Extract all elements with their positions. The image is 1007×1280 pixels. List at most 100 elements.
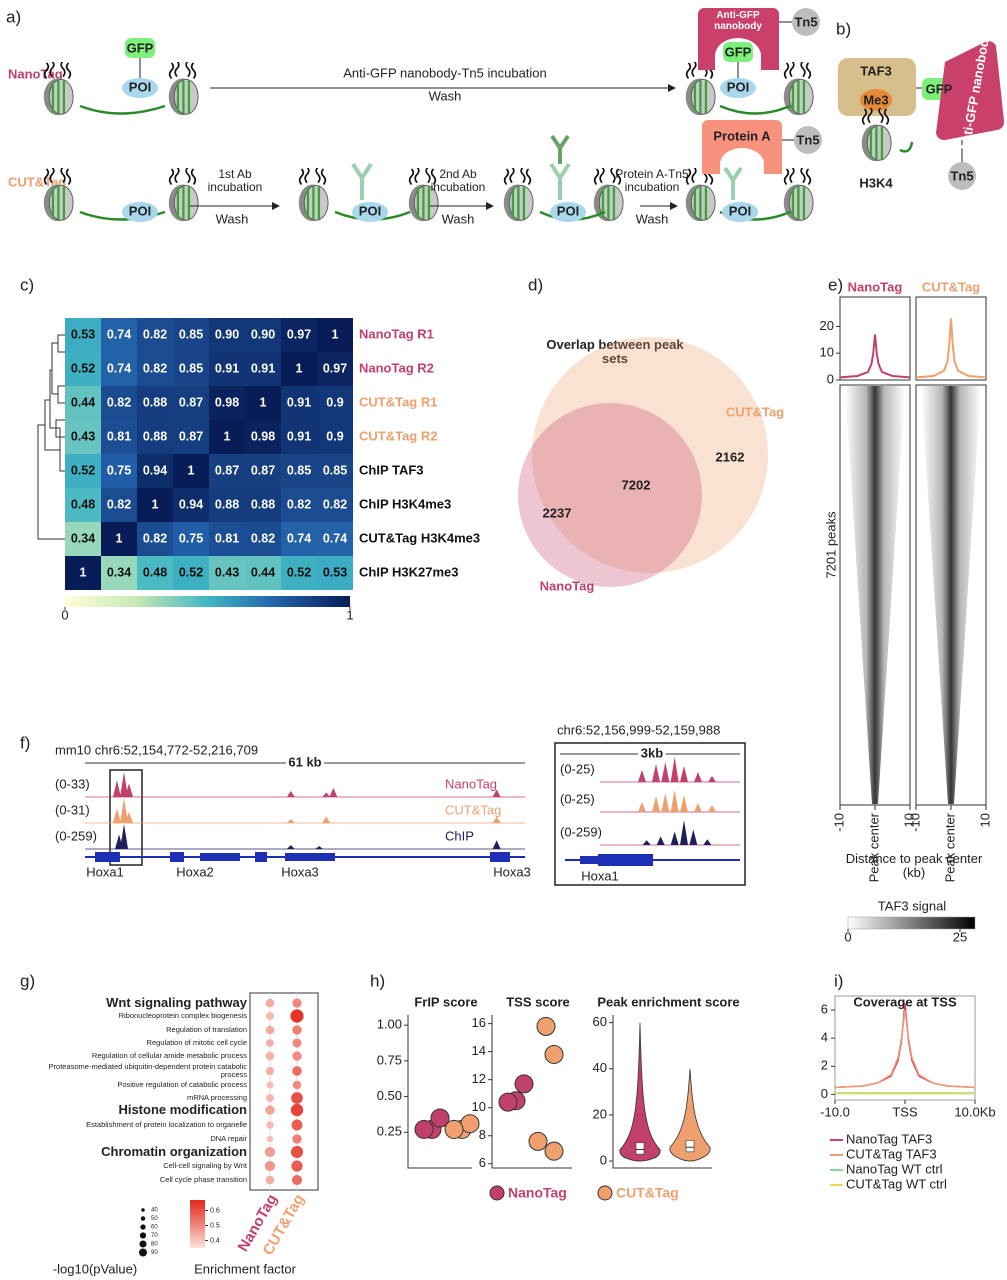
- cell-label: 0.53: [71, 327, 95, 341]
- nanobody-label: Anti-GFP nanobody: [714, 10, 762, 32]
- x-tick-label: 10.0Kb: [954, 1104, 995, 1119]
- cell-label: 0.94: [179, 497, 203, 511]
- zoom-locus: chr6:52,156,999-52,159,988: [557, 722, 720, 737]
- heatmap-cell: [173, 352, 209, 386]
- cell-label: 0.81: [107, 429, 131, 443]
- subplot-title: TSS score: [506, 994, 570, 1009]
- venn-title-box: Overlap between peak sets: [546, 338, 683, 366]
- y-tick-label: 2: [821, 1058, 828, 1073]
- term-label-box: Regulation of cellular amide metabolic p…: [92, 1052, 247, 1060]
- dot: [292, 1080, 302, 1090]
- row-label: CUT&Tag: [8, 174, 66, 189]
- size-key-label: 50: [151, 1216, 158, 1222]
- colorbar-tick: 1: [346, 607, 353, 622]
- count: 2162: [716, 449, 745, 464]
- x-tick-label: 10: [901, 813, 916, 827]
- y-tick-label: 12: [472, 1071, 486, 1086]
- heatmap-cell: [209, 556, 245, 590]
- track-peak: [322, 816, 331, 823]
- cell-label: 0.82: [143, 531, 167, 545]
- heatmap-cell: [209, 454, 245, 488]
- heatmap-cell: [101, 386, 137, 420]
- track-peak: [652, 764, 660, 782]
- heatmap-cell: [137, 556, 173, 590]
- cell-label: 1: [188, 463, 195, 477]
- cell-label: 0.91: [251, 361, 275, 375]
- cell-label: 1: [260, 395, 267, 409]
- dot: [292, 1025, 302, 1035]
- track-peak: [680, 795, 688, 812]
- dot: [266, 1081, 274, 1089]
- track-name: NanoTag: [445, 776, 497, 791]
- dot: [266, 1039, 274, 1047]
- track-peak: [661, 793, 670, 812]
- me3-label: Me3: [863, 92, 888, 107]
- size-key: [139, 1248, 147, 1257]
- track-peak: [689, 829, 698, 845]
- subplot-title: FrIP score: [414, 994, 477, 1009]
- y-tick-label: 10: [820, 345, 834, 360]
- heatmap-cell: [317, 556, 353, 590]
- legend-label: NanoTag: [508, 1185, 567, 1201]
- colorbar-tick-label: 0.6: [210, 1207, 220, 1214]
- row-label: CUT&Tag R2: [359, 428, 437, 443]
- signal-heatmap: [845, 386, 905, 804]
- gene-label: Hoxa2: [176, 864, 214, 879]
- panel-label: i): [834, 971, 843, 990]
- axis: [407, 1015, 472, 1169]
- cell-label: 0.34: [107, 565, 131, 579]
- legend-label: NanoTag TAF3: [846, 1131, 932, 1146]
- cell-label: 0.98: [215, 395, 239, 409]
- y-tick-label: 16: [472, 1015, 486, 1030]
- point: [536, 1016, 556, 1036]
- colorbar-tick-label: 0.5: [210, 1222, 220, 1229]
- track-peak: [125, 783, 133, 797]
- cell-label: 0.82: [107, 395, 131, 409]
- y-tick-label: 8: [479, 1127, 486, 1142]
- heatmap-cell: [101, 488, 137, 522]
- track-peak: [652, 796, 660, 812]
- heatmap-cell: [137, 488, 173, 522]
- span-label: 3kb: [641, 745, 663, 760]
- track-range: (0-259): [560, 824, 602, 839]
- cuttag-stages: [42, 120, 822, 223]
- track-peak: [492, 789, 501, 797]
- chart-title: Coverage at TSS: [853, 994, 957, 1009]
- term-label: Ribonucleoprotein complex biogenesis: [118, 1011, 247, 1021]
- size-key: [139, 1232, 147, 1239]
- y-tick-label: 14: [472, 1043, 486, 1058]
- legend-label: CUT&Tag WT ctrl: [846, 1176, 947, 1191]
- heatmap-cell: [173, 454, 209, 488]
- protein-a-label: Protein A: [713, 128, 771, 143]
- cell-label: 0.74: [107, 327, 131, 341]
- cell-label: 0.48: [143, 565, 167, 579]
- cell-label: 1: [224, 429, 231, 443]
- cell-label: 0.91: [287, 395, 311, 409]
- size-key-label: 80: [151, 1242, 158, 1248]
- term-label: Cell cycle phase transition: [159, 1175, 247, 1185]
- term-label-box: Positive regulation of catabolic process: [117, 1081, 247, 1089]
- colorbar-tick-label: 0.4: [210, 1237, 220, 1244]
- legend-label: NanoTag WT ctrl: [846, 1161, 943, 1176]
- venn-circle: [532, 337, 768, 573]
- point: [544, 1044, 564, 1064]
- arrow-head: [668, 84, 676, 92]
- x-tick-label: -10: [831, 813, 846, 832]
- cell-label: 0.82: [143, 361, 167, 375]
- series-line: [834, 1009, 976, 1089]
- x-tick-label: Peak center: [942, 812, 957, 882]
- row-label: NanoTag: [8, 66, 63, 81]
- gfp-label: GFP: [926, 81, 953, 96]
- term-label: DNA repair: [210, 1134, 247, 1144]
- dot: [291, 1092, 303, 1104]
- track-peak: [694, 803, 702, 812]
- track-peak: [708, 776, 716, 782]
- cell-label: 0.88: [251, 497, 275, 511]
- cell-label: 1: [296, 361, 303, 375]
- heatmap-cell: [173, 556, 209, 590]
- heatmap-cell: [281, 556, 317, 590]
- heatmap-cell: [101, 556, 137, 590]
- dot: [265, 1175, 275, 1185]
- y-tick-label: 0.25: [377, 1124, 402, 1139]
